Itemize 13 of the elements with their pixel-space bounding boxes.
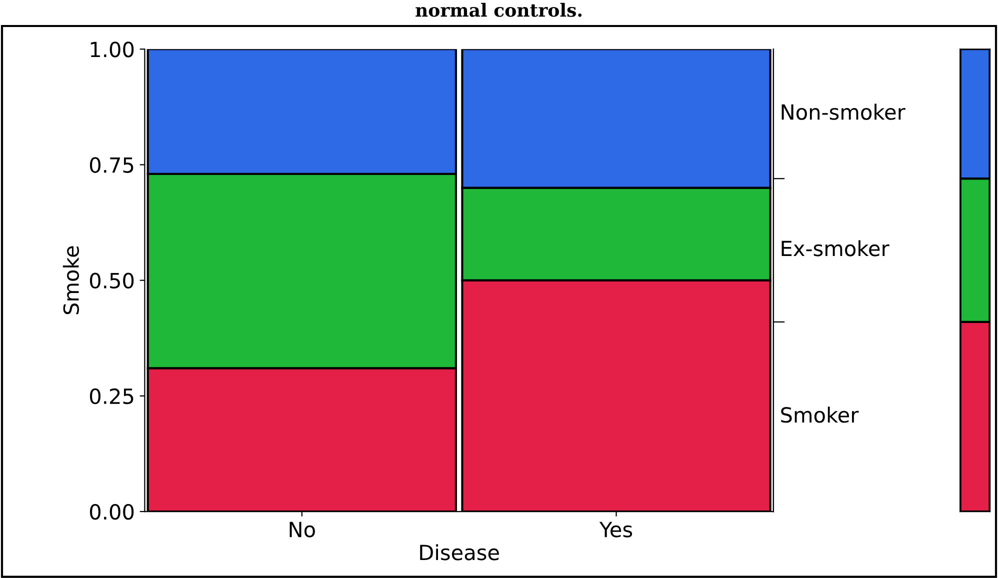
series-label: Smoker: [781, 406, 859, 423]
y-tick-label: 0.00: [90, 504, 134, 520]
y-tick-label: 0.25: [90, 388, 134, 404]
x-axis-title: Disease: [420, 544, 499, 560]
y-tick-label: 0.75: [90, 157, 134, 173]
series-label: Ex-smoker: [782, 240, 890, 256]
x-tick-label: No: [290, 522, 315, 538]
series-label: Non-smoker: [782, 104, 906, 120]
y-tick-label: 1.00: [90, 42, 134, 58]
y-tick-label: 0.50: [90, 272, 134, 289]
chart-title: normal controls.: [416, 2, 582, 17]
y-axis-title: Smoke: [62, 246, 80, 314]
x-tick-label: Yes: [599, 522, 632, 538]
